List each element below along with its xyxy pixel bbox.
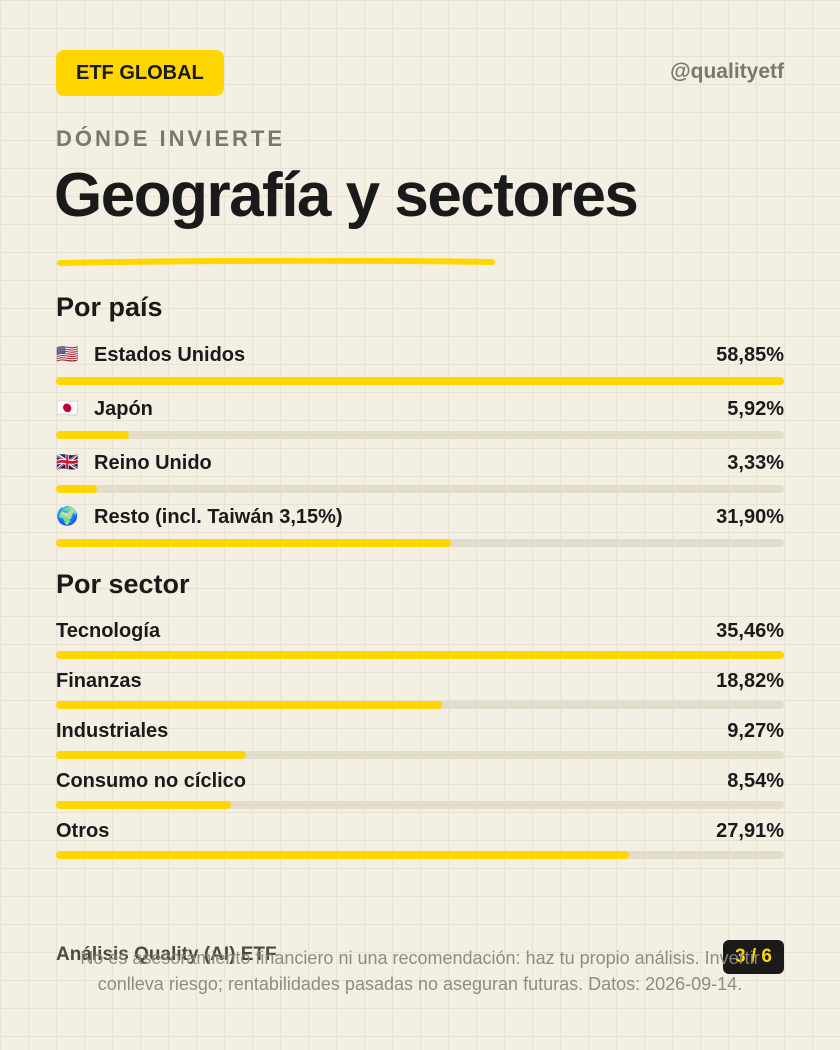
row: Tecnología 35,46%	[56, 620, 784, 661]
row-label: Tecnología	[56, 620, 161, 642]
bar	[56, 801, 232, 809]
bar	[56, 651, 784, 659]
row: 🇯🇵 Japón 5,92%	[56, 398, 784, 441]
row: 🇺🇸 Estados Unidos 58,85%	[56, 344, 784, 387]
row-value: 58,85%	[716, 344, 784, 366]
bar	[56, 851, 629, 859]
row: 🇬🇧 Reino Unido 3,33%	[56, 452, 784, 495]
row-label: Finanzas	[56, 670, 142, 692]
row-value: 27,91%	[716, 820, 784, 842]
flag: 🌍	[56, 506, 79, 526]
disclaimer: No es asesoramiento financiero ni una re…	[80, 948, 760, 994]
bar-track	[56, 801, 784, 809]
bar	[56, 431, 130, 439]
row-label: Industriales	[56, 720, 169, 742]
section-title: Por país	[56, 292, 163, 322]
row-label: Consumo no cíclico	[56, 770, 247, 792]
bar-track	[56, 851, 784, 859]
title-underline	[57, 258, 495, 266]
brand: Análisis Quality (AI) ETF	[56, 944, 277, 965]
row-value: 9,27%	[727, 720, 784, 742]
badge: ETF GLOBAL	[56, 50, 224, 96]
section-title: Por sector	[56, 569, 190, 599]
row-label: Japón	[94, 398, 153, 420]
row-value: 5,92%	[727, 398, 784, 420]
row-value: 8,54%	[727, 770, 784, 792]
row: Industriales 9,27%	[56, 720, 784, 761]
flag: 🇺🇸	[56, 344, 79, 364]
bar-track	[56, 651, 784, 659]
row-value: 31,90%	[716, 506, 784, 528]
bar-track	[56, 377, 784, 385]
title: Geografía y sectores	[54, 161, 639, 230]
row: Consumo no cíclico 8,54%	[56, 770, 784, 811]
bar	[56, 539, 451, 547]
flag: 🇯🇵	[56, 398, 79, 418]
bar	[56, 701, 443, 709]
bar-track	[56, 751, 784, 759]
row-label: Reino Unido	[94, 452, 212, 474]
bar-track	[56, 701, 784, 709]
bar-track	[56, 431, 784, 439]
bar	[56, 485, 98, 493]
flag: 🇬🇧	[56, 452, 79, 472]
kicker: DÓNDE INVIERTE	[56, 126, 286, 151]
row-label: Estados Unidos	[94, 344, 246, 366]
row: 🌍 Resto (incl. Taiwán 3,15%) 31,90%	[56, 506, 784, 549]
row-value: 35,46%	[716, 620, 784, 642]
page-indicator: 3 / 6	[723, 940, 784, 974]
row-label: Otros	[56, 820, 110, 842]
bar	[56, 751, 247, 759]
row-value: 18,82%	[716, 670, 784, 692]
bar-track	[56, 539, 784, 547]
bar-track	[56, 485, 784, 493]
row: Finanzas 18,82%	[56, 670, 784, 711]
row-label: Resto (incl. Taiwán 3,15%)	[94, 506, 343, 528]
bar	[56, 377, 784, 385]
row-value: 3,33%	[727, 452, 784, 474]
row: Otros 27,91%	[56, 820, 784, 861]
handle: @qualityetf	[670, 60, 784, 83]
